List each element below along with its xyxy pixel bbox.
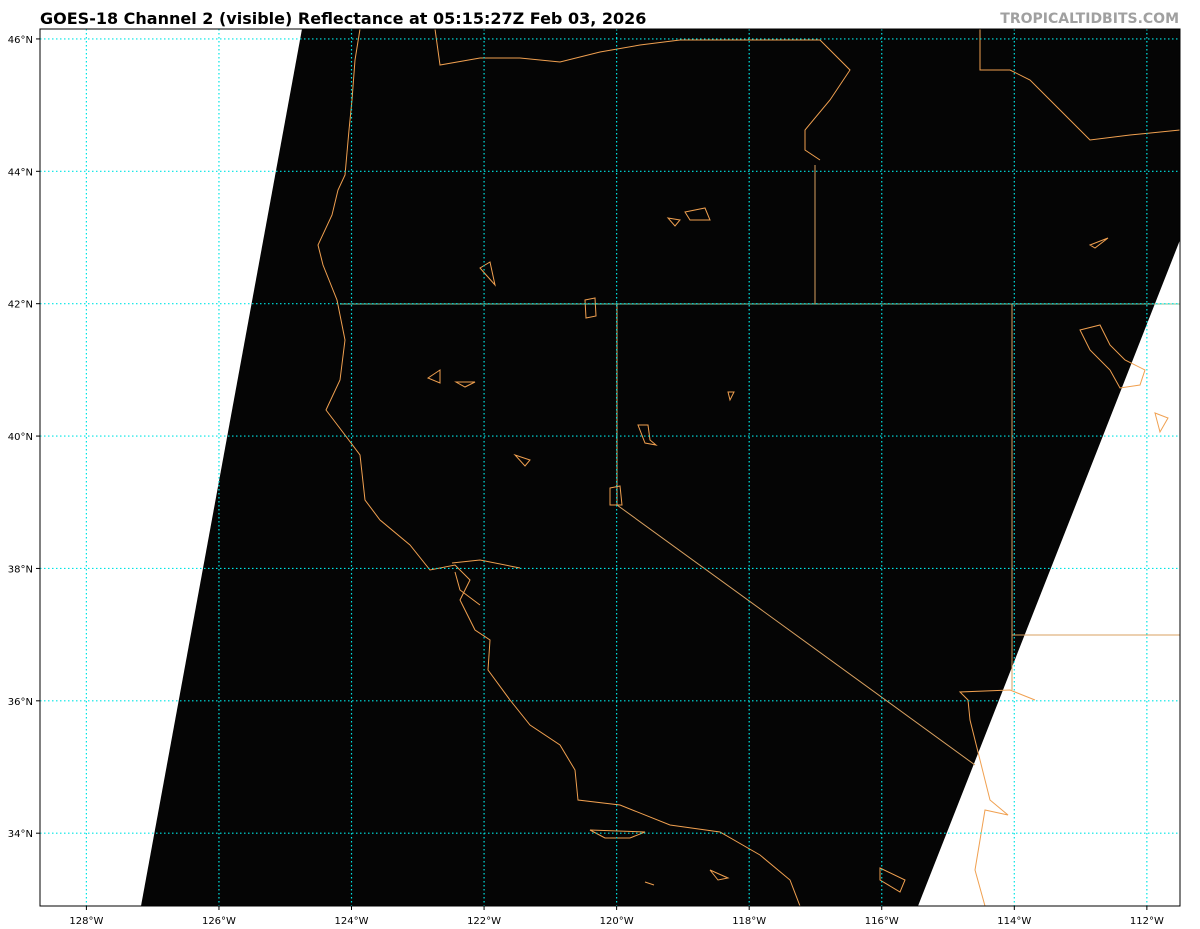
great-salt-lake xyxy=(1079,324,1146,389)
pyramid-lake xyxy=(637,424,658,446)
lat-tick-label: 46°N xyxy=(8,35,33,46)
colorado-river-gulf xyxy=(958,689,1036,906)
lat-tick-label: 38°N xyxy=(8,564,33,575)
credit-watermark: TROPICALTIDBITS.COM xyxy=(1000,11,1179,27)
satellite-swath xyxy=(141,29,1180,906)
lon-tick-label: 124°W xyxy=(335,916,369,927)
lon-tick-label: 116°W xyxy=(865,916,899,927)
lon-tick-label: 114°W xyxy=(997,916,1031,927)
lon-tick-label: 122°W xyxy=(467,916,501,927)
lon-tick-label: 128°W xyxy=(69,916,103,927)
coastlines xyxy=(317,29,1180,906)
lon-tick-label: 118°W xyxy=(732,916,766,927)
lon-tick-label: 112°W xyxy=(1130,916,1164,927)
lat-tick-label: 44°N xyxy=(8,167,33,178)
columbia-river xyxy=(434,29,851,161)
lake xyxy=(426,207,1169,893)
lat-tick-label: 40°N xyxy=(8,432,33,443)
sf-bay xyxy=(451,559,521,606)
axis-ticks: 128°W 126°W 124°W 122°W 120°W 118°W 116°W 114°W… xyxy=(8,35,1164,927)
lat-tick-label: 36°N xyxy=(8,697,33,708)
snake-river xyxy=(979,29,1180,141)
map-frame xyxy=(39,28,1181,907)
lon-tick-label: 126°W xyxy=(202,916,236,927)
map-title: GOES-18 Channel 2 (visible) Reflectance … xyxy=(40,9,647,28)
pacific-coastline xyxy=(317,29,801,906)
lat-tick-label: 34°N xyxy=(8,829,33,840)
lon-tick-label: 120°W xyxy=(600,916,634,927)
lat-tick-label: 42°N xyxy=(8,300,33,311)
